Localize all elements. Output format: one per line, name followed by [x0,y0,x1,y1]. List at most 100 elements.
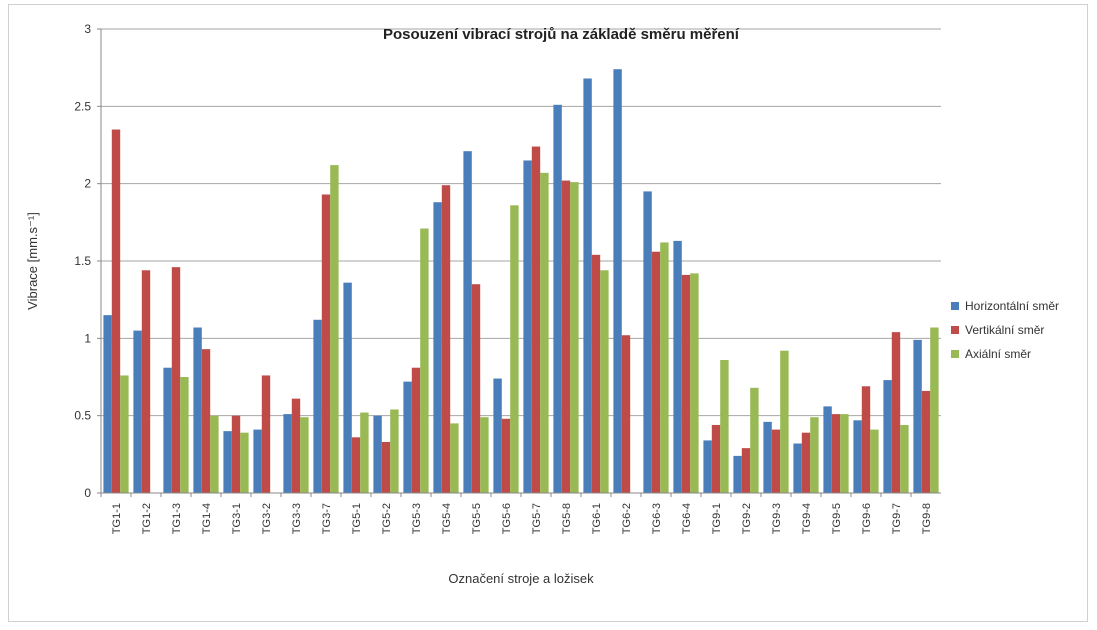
bar [711,424,721,493]
x-tick-label: TG5-6 [501,503,513,534]
bar [883,380,892,493]
y-tick-label: 1 [84,331,91,345]
bar [583,78,592,493]
bar [810,417,819,493]
legend-label: Horizontální směr [965,299,1059,313]
bar [411,367,421,493]
legend: Horizontální směr Vertikální směr Axiální … [951,299,1059,361]
bar [433,202,442,493]
x-tick-label: TG5-5 [471,503,483,534]
bar [703,440,712,493]
y-tick-label: 2 [84,177,91,191]
bar [381,441,391,493]
y-tick-label: 0 [84,486,91,500]
x-axis-title: Označení stroje a ložisek [448,571,594,586]
bar [471,284,481,493]
bar [720,359,729,493]
bar [373,415,382,493]
chart-frame: 0 0.5 1 1.5 2 2.5 3 TG1-1 TG1-2 TG1-3 TG1-4 TG3-1 TG… [8,4,1088,622]
x-tick-label: TG6-4 [681,503,693,534]
bar [111,129,121,493]
x-tick-label: TG9-5 [831,503,843,534]
x-tick-label: TG5-8 [561,503,573,534]
x-tick-label: TG6-1 [591,503,603,534]
bar [180,377,189,493]
x-tick-label: TG5-1 [351,503,363,534]
x-tick-label: TG5-2 [381,503,393,534]
bar [801,432,811,493]
x-tick-label: TG3-3 [291,503,303,534]
bar [133,330,142,493]
bar [171,267,181,493]
legend-swatch [951,326,959,334]
bar [900,424,909,493]
bar [930,327,939,493]
bar [231,415,241,493]
bar [300,417,309,493]
x-tick-label: TG6-2 [621,503,633,534]
bars-layer [103,69,939,494]
x-tick-label: TG6-3 [651,503,663,534]
x-tick-label: TG9-6 [861,503,873,534]
bar [223,431,232,493]
chart-title: Posouzení vibrací strojů na základě směr… [383,26,740,43]
bar [681,274,691,493]
bar [553,104,562,493]
x-tick-label: TG5-7 [531,503,543,534]
bar [540,172,549,493]
x-tick-label: TG9-7 [891,503,903,534]
bar [823,406,832,493]
bar [441,185,451,494]
bar [321,194,331,493]
bar [390,409,399,493]
bar [210,415,219,493]
x-tick-label: TG9-1 [711,503,723,534]
bar [403,381,412,493]
bar [660,242,669,493]
bar [531,146,541,493]
bar [283,414,292,493]
legend-label: Vertikální směr [965,323,1044,337]
y-tick-label: 0.5 [74,409,91,423]
x-tick-label: TG3-1 [231,503,243,534]
bar [360,412,369,493]
bar [840,414,849,493]
bar [501,418,511,493]
bar [591,254,601,493]
x-tick-label: TG3-7 [321,503,333,534]
bar [420,228,429,493]
y-tick-label: 2.5 [74,99,91,113]
bar [351,437,361,493]
bar [330,165,339,493]
bar [240,432,249,493]
bar [261,375,271,493]
bar [523,160,532,493]
x-tick-label: TG9-3 [771,503,783,534]
chart-svg: 0 0.5 1 1.5 2 2.5 3 TG1-1 TG1-2 TG1-3 TG1-4 TG3-1 TG… [25,22,1059,586]
bar [861,386,871,493]
x-tick-label: TG1-3 [171,503,183,534]
bar [763,421,772,493]
legend-label: Axiální směr [965,347,1031,361]
legend-swatch [951,302,959,310]
bar [621,335,631,493]
bar [291,398,301,493]
bar [493,378,502,493]
x-tick-label: TG1-1 [111,503,123,534]
bar [561,180,571,493]
bar [480,417,489,493]
bar [741,448,751,493]
bar [750,387,759,493]
bar [690,273,699,493]
x-tick-label: TG5-3 [411,503,423,534]
legend-swatch [951,350,959,358]
bar [643,191,652,493]
bar [733,455,742,493]
bar [343,282,352,493]
x-tick-label: TG9-8 [921,503,933,534]
bar [163,367,172,493]
bar [193,327,202,493]
bar [103,315,112,493]
x-tick-label: TG1-4 [201,503,213,534]
bar [853,420,862,493]
